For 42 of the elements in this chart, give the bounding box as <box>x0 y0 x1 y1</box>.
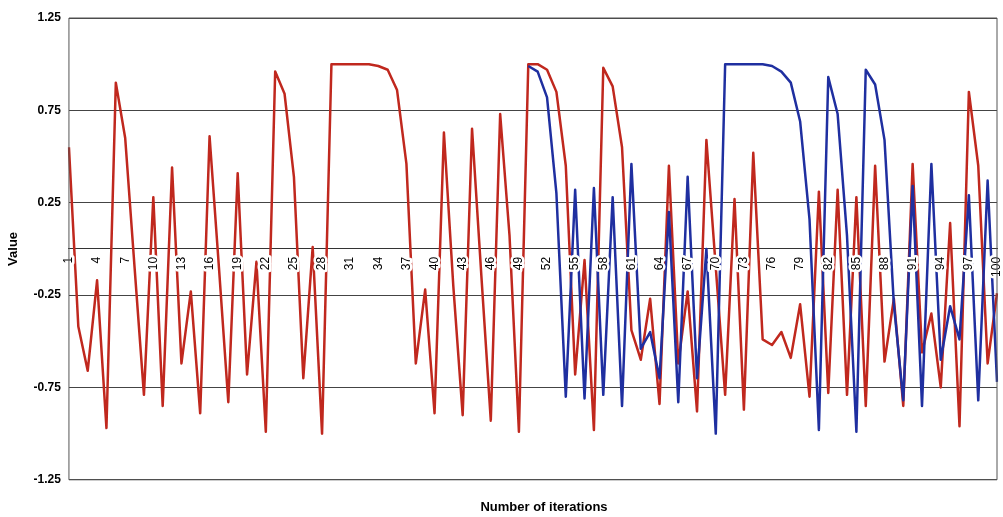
x-tick-label: 46 <box>483 256 498 271</box>
x-tick-label: 43 <box>454 256 469 271</box>
x-tick-label: 31 <box>342 256 357 271</box>
x-tick-label: 67 <box>679 256 694 271</box>
x-tick-label: 76 <box>764 256 779 271</box>
x-tick-label: 4 <box>89 256 104 264</box>
y-tick-label: 0.25 <box>37 195 62 210</box>
x-tick-label: 61 <box>623 256 638 271</box>
y-tick-label: -0.25 <box>33 287 62 302</box>
x-tick-label: 58 <box>595 256 610 271</box>
x-tick-label: 40 <box>426 256 441 271</box>
x-tick-label: 94 <box>933 256 948 271</box>
y-tick-label: -0.75 <box>33 379 62 394</box>
x-tick-label: 88 <box>876 256 891 271</box>
x-tick-label: 13 <box>173 256 188 271</box>
x-tick-label: 97 <box>961 256 976 271</box>
y-tick-label: 0.75 <box>37 102 62 117</box>
x-tick-label: 1 <box>61 256 76 264</box>
y-axis-title: Value <box>5 231 21 266</box>
x-tick-label: 37 <box>398 256 413 271</box>
y-tick-label: -1.25 <box>33 472 62 487</box>
x-tick-label: 85 <box>848 256 863 271</box>
x-tick-label: 82 <box>820 256 835 271</box>
x-tick-label: 16 <box>201 256 216 271</box>
x-tick-label: 73 <box>736 256 751 271</box>
x-tick-label: 22 <box>258 256 273 271</box>
x-tick-label: 19 <box>230 256 244 271</box>
x-tick-label: 25 <box>286 256 301 271</box>
x-tick-label: 70 <box>708 256 723 271</box>
x-tick-label: 49 <box>511 256 526 271</box>
x-tick-label: 91 <box>904 256 919 271</box>
x-axis-title: Number of iterations <box>479 499 609 514</box>
x-tick-label: 7 <box>117 256 132 264</box>
x-tick-label: 10 <box>145 256 160 271</box>
x-tick-label: 79 <box>792 256 807 271</box>
x-tick-label: 64 <box>651 256 666 271</box>
x-tick-label: 28 <box>314 256 329 271</box>
x-tick-label: 55 <box>567 256 582 271</box>
y-tick-label: 1.25 <box>37 10 62 25</box>
x-tick-label: 34 <box>370 256 385 271</box>
x-tick-label: 100 <box>989 256 1003 277</box>
x-tick-label: 52 <box>539 256 554 271</box>
